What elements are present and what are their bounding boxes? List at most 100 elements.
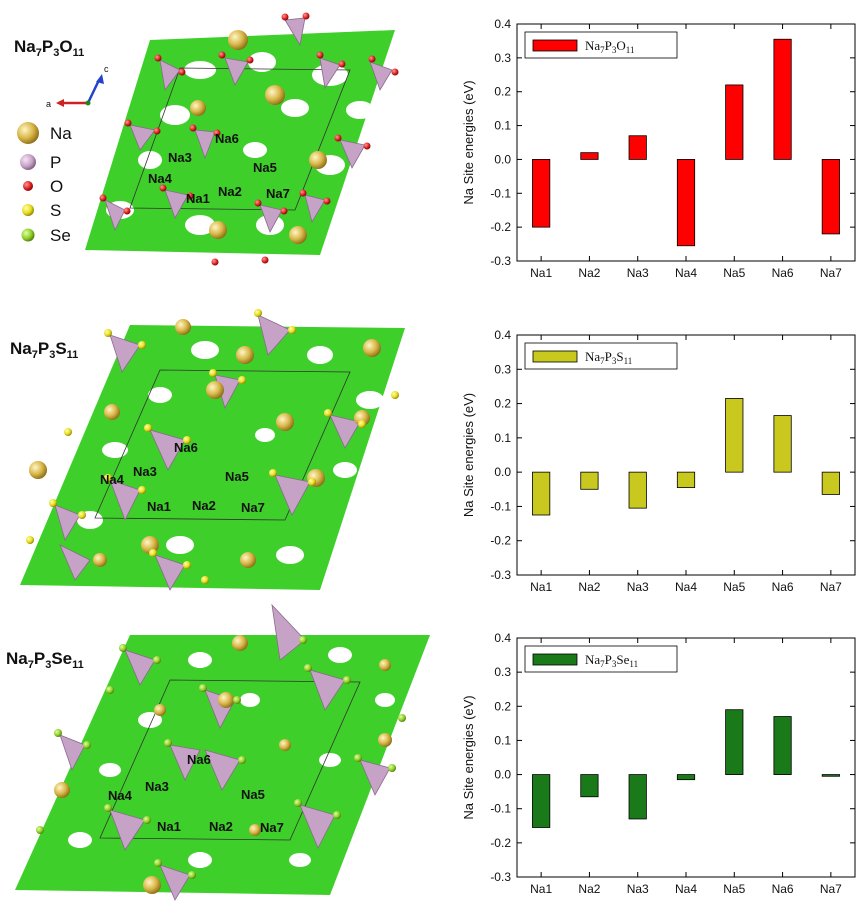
legend-label-part: Na	[585, 349, 600, 364]
y-tick-label: -0.2	[490, 220, 511, 234]
y-tick-label: 0.3	[494, 362, 511, 376]
y-tick-label: 0.1	[494, 431, 511, 445]
y-tick-label: 0.1	[494, 733, 511, 747]
bar	[821, 774, 840, 777]
isosurface-holes	[77, 341, 384, 564]
legend-box	[524, 342, 678, 370]
legend-label-part: Na	[585, 38, 600, 53]
bar	[773, 415, 792, 473]
y-tick-label: 0.4	[494, 17, 511, 31]
bar	[580, 774, 599, 798]
site-label-na7: Na7	[266, 186, 290, 201]
x-tick-label: Na1	[530, 580, 552, 594]
x-tick-label: Na1	[530, 266, 552, 280]
legend-label-part: 11	[626, 45, 635, 55]
bar	[821, 159, 840, 235]
site-label-na1: Na1	[186, 191, 210, 206]
site-label-na6: Na6	[174, 440, 198, 455]
site-label-na3: Na3	[133, 464, 157, 479]
bar	[532, 774, 551, 828]
y-tick-label: -0.3	[490, 254, 511, 268]
p-tetrahedra	[59, 603, 391, 901]
structure-sulfide: Na6 Na3 Na4 Na5 Na1 Na2 Na7 Na7P3S11	[10, 309, 405, 591]
site-labels: Na6 Na3 Na5 Na4 Na2 Na7 Na1	[148, 131, 290, 206]
x-tick-label: Na5	[723, 266, 745, 280]
x-tick-label: Na2	[578, 266, 600, 280]
legend-s-atom	[22, 204, 34, 216]
p-tetrahedra	[54, 314, 361, 591]
bar	[676, 774, 696, 781]
bar	[580, 152, 599, 160]
y-tick-label: -0.2	[490, 534, 511, 548]
isosurface-region	[20, 325, 405, 590]
legend-label-part: O	[616, 38, 625, 53]
site-label-na5: Na5	[241, 787, 265, 802]
plot-frame	[516, 637, 856, 878]
site-label-na1: Na1	[147, 499, 171, 514]
legend-label: Na7P3S11	[585, 349, 632, 366]
structure-title-oxide: Na7P3O11	[14, 37, 84, 59]
legend-label-se: Se	[50, 226, 71, 245]
legend-label-part: P	[605, 38, 612, 53]
legend-label-part: Se	[616, 652, 629, 667]
p-tetrahedra	[104, 17, 393, 233]
bar	[532, 471, 551, 516]
legend-label: Na7P3O11	[585, 38, 634, 55]
o-atoms	[99, 12, 399, 266]
site-labels: Na6 Na3 Na4 Na5 Na1 Na2 Na7	[108, 752, 284, 835]
bar	[628, 774, 647, 820]
site-label-na5: Na5	[253, 160, 277, 175]
y-tick-label: 0.1	[494, 119, 511, 133]
x-tick-label: Na4	[675, 580, 697, 594]
se-atoms	[36, 636, 406, 879]
y-tick-label: 0.0	[494, 465, 511, 479]
legend-label-part: S	[616, 349, 623, 364]
bar	[821, 471, 840, 495]
x-tick-label: Na6	[772, 882, 794, 896]
y-tick-label: 0.2	[494, 699, 511, 713]
site-label-na3: Na3	[168, 150, 192, 165]
legend-label: Na7P3Se11	[585, 652, 638, 669]
y-tick-label: -0.1	[490, 802, 511, 816]
site-label-na6: Na6	[187, 752, 211, 767]
site-label-na1: Na1	[157, 819, 181, 834]
legend-label-part: 7	[600, 45, 605, 55]
site-label-na4: Na4	[148, 171, 173, 186]
bar	[532, 159, 551, 228]
x-tick-label: Na3	[627, 882, 649, 896]
y-axis-label: Na Site energies (eV)	[461, 695, 476, 819]
y-axis-label: Na Site energies (eV)	[461, 393, 476, 517]
bar	[676, 471, 696, 488]
unit-cell	[129, 67, 351, 211]
site-label-na2: Na2	[218, 184, 242, 199]
x-tick-label: Na7	[820, 266, 842, 280]
bar	[725, 84, 744, 160]
bar	[773, 38, 792, 160]
legend-p-atom	[20, 154, 36, 170]
legend-label-part: Na	[585, 652, 600, 667]
x-tick-label: Na1	[530, 882, 552, 896]
y-tick-label: -0.2	[490, 836, 511, 850]
x-tick-label: Na4	[675, 266, 697, 280]
legend-label-o: O	[50, 177, 63, 196]
bar	[725, 398, 744, 473]
bar	[628, 135, 647, 160]
legend-label-na: Na	[50, 124, 72, 143]
site-label-na2: Na2	[192, 498, 216, 513]
site-labels: Na6 Na3 Na4 Na5 Na1 Na2 Na7	[100, 440, 265, 515]
site-label-na5: Na5	[225, 469, 249, 484]
bar	[773, 716, 792, 775]
y-tick-label: 0.4	[494, 328, 511, 342]
bar	[628, 471, 647, 509]
legend-label-part: 3	[612, 659, 617, 669]
bar	[676, 159, 696, 247]
site-label-na2: Na2	[209, 819, 233, 834]
y-tick-label: -0.3	[490, 568, 511, 582]
y-tick-label: 0.3	[494, 665, 511, 679]
y-tick-label: 0.4	[494, 631, 511, 645]
x-tick-label: Na6	[772, 580, 794, 594]
site-label-na4: Na4	[100, 472, 125, 487]
